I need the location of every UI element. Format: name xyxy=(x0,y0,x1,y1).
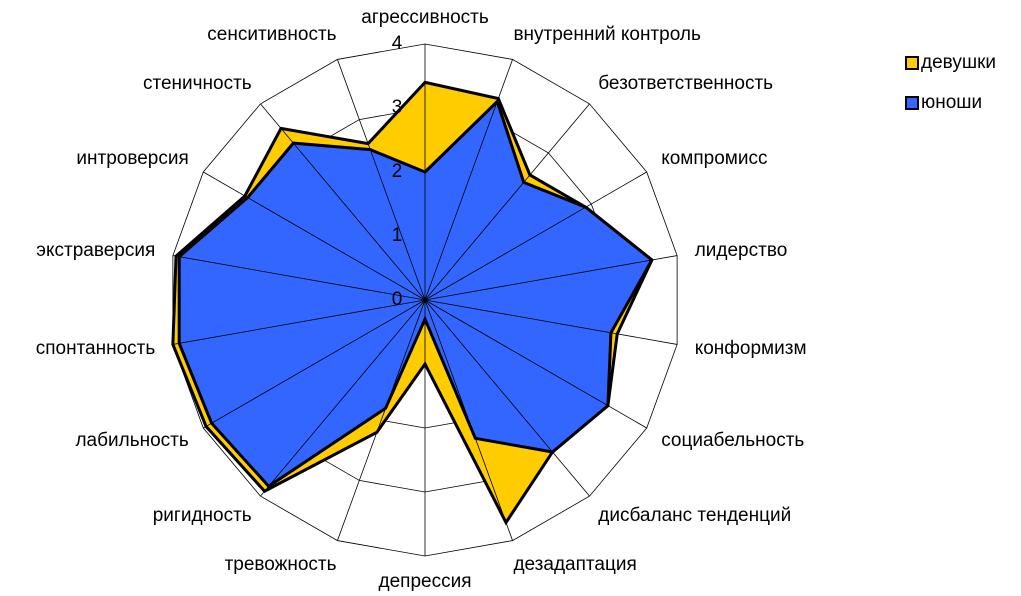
category-label: лабильность xyxy=(75,430,188,451)
category-label: лидерство xyxy=(695,240,788,261)
category-label: безответственность xyxy=(598,73,773,94)
category-label: депрессия xyxy=(379,571,472,591)
category-label: агрессивность xyxy=(361,7,489,28)
category-label: внутренний контроль xyxy=(513,24,701,45)
spoke xyxy=(203,171,426,301)
category-label: интроверсия xyxy=(76,148,188,169)
r-tick-label: 3 xyxy=(392,97,403,118)
spoke xyxy=(172,255,426,301)
spoke xyxy=(424,171,647,301)
spoke xyxy=(424,299,647,429)
spoke xyxy=(203,299,426,429)
category-label: экстраверсия xyxy=(36,240,155,261)
legend-swatch xyxy=(905,96,919,110)
category-label: спонтанность xyxy=(36,338,156,359)
r-tick-label: 2 xyxy=(392,161,403,182)
spoke xyxy=(424,299,513,541)
category-label: тревожность xyxy=(225,554,337,575)
spoke xyxy=(424,299,590,497)
spoke xyxy=(424,299,678,345)
spoke xyxy=(172,299,426,345)
legend-swatch xyxy=(905,56,919,70)
category-label: конформизм xyxy=(695,338,807,359)
category-label: дисбаланс тенденций xyxy=(598,505,791,526)
spoke xyxy=(260,103,426,301)
r-tick-label: 0 xyxy=(392,289,403,310)
spoke xyxy=(337,299,426,541)
spoke xyxy=(260,299,426,497)
spoke xyxy=(424,59,513,301)
spoke xyxy=(424,103,590,301)
spoke xyxy=(424,255,678,301)
category-label: ригидность xyxy=(153,505,252,526)
r-tick-label: 1 xyxy=(392,225,403,246)
r-tick-label: 4 xyxy=(392,33,403,54)
spoke xyxy=(337,59,426,301)
category-label: дезадаптация xyxy=(513,554,636,575)
legend-label: девушки xyxy=(921,52,996,73)
category-label: стеничность xyxy=(143,73,252,94)
category-label: сенситивность xyxy=(207,24,336,45)
legend-label: юноши xyxy=(921,92,982,113)
category-label: компромисс xyxy=(661,148,767,169)
category-label: социабельность xyxy=(661,430,804,451)
